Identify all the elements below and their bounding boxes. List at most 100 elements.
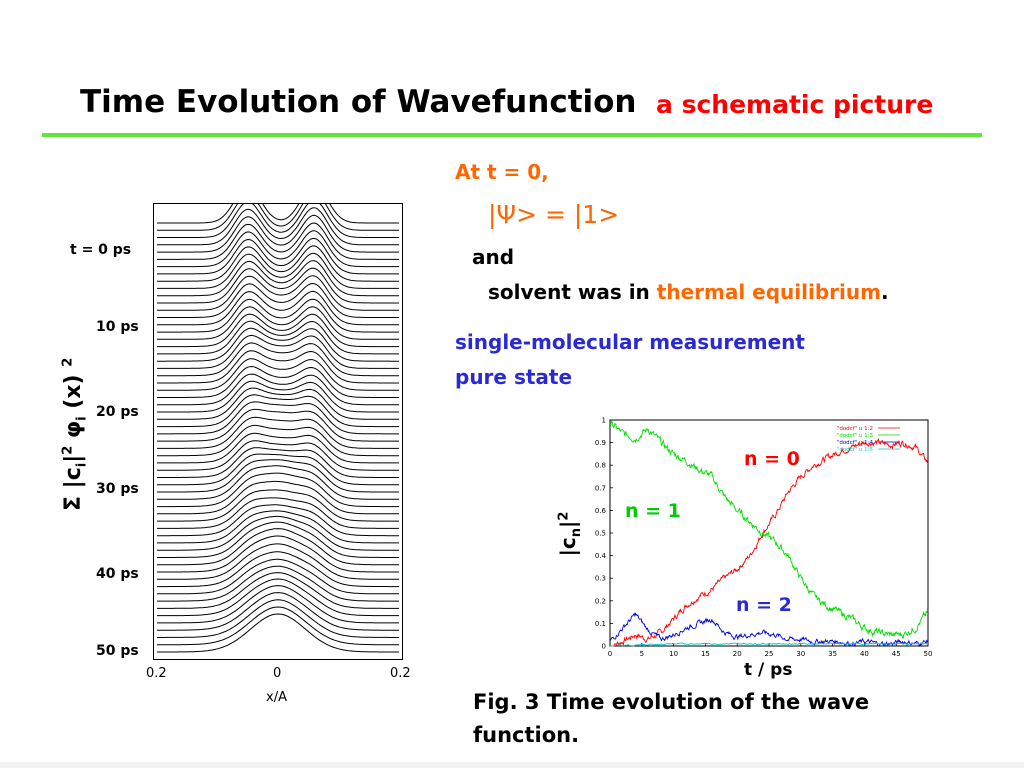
slide-subtitle: a schematic picture — [656, 90, 934, 119]
population-y-label: |cn|2 — [556, 511, 584, 557]
x-tick-zero: 0 — [273, 666, 282, 681]
wave-curve — [157, 334, 399, 369]
pop-y-tick-label: 0.1 — [595, 620, 606, 628]
pop-x-tick-label: 5 — [640, 650, 644, 658]
pop-x-tick-label: 30 — [796, 650, 805, 658]
pop-x-tick-label: 10 — [669, 650, 678, 658]
initial-condition-label: At t = 0, — [455, 160, 549, 184]
wave-curve — [157, 489, 399, 522]
pop-series-line — [609, 419, 929, 640]
wave-curve — [157, 578, 399, 617]
pop-x-tick-label: 25 — [765, 650, 774, 658]
wave-curve — [157, 260, 399, 297]
wave-curve — [157, 327, 399, 362]
wave-curve — [157, 358, 399, 391]
wave-curve — [157, 267, 399, 304]
pure-state-text: pure state — [455, 365, 573, 389]
wavefunction-x-label: x/A — [266, 690, 287, 705]
pop-y-tick-label: 0 — [602, 643, 606, 651]
pop-y-tick-label: 0.5 — [595, 530, 606, 538]
time-label-40: 40 ps — [96, 566, 139, 582]
wave-curve — [157, 320, 399, 355]
wave-curve — [157, 613, 399, 653]
x-tick-right: 0.2 — [390, 666, 411, 681]
pop-legend-label: "dodcf" u 1:2 — [837, 426, 873, 432]
wave-curve — [157, 424, 399, 457]
wave-frame — [153, 203, 403, 660]
wave-curve — [157, 606, 399, 646]
wave-curve — [157, 432, 399, 464]
wave-curve — [157, 515, 399, 551]
thermal-equilibrium-text: thermal equilibrium — [656, 280, 881, 304]
pop-x-tick-label: 45 — [892, 650, 901, 658]
wave-curve — [157, 275, 399, 311]
wave-curve — [157, 203, 399, 231]
pop-legend-label: "dodcf" u 1:5 — [837, 447, 874, 453]
wave-curve — [157, 313, 399, 348]
wave-curve — [157, 543, 399, 580]
wave-curve — [157, 453, 399, 486]
wave-curve — [157, 535, 399, 573]
wave-curve — [157, 565, 399, 602]
wave-curve — [157, 504, 399, 537]
wave-curve — [157, 203, 399, 224]
x-tick-left: 0.2 — [146, 666, 167, 681]
wave-curve — [157, 350, 399, 384]
population-plot: 0 5 10 15 20 25 30 35 40 45 50 0 0.1 0.2 0.3 0.4 0.5 0.6 0… — [595, 417, 933, 659]
wave-curve — [157, 282, 399, 318]
wave-curve — [157, 572, 399, 609]
wave-curve — [157, 237, 399, 275]
pop-x-tick-label: 50 — [924, 650, 933, 658]
pop-legend-label: "dodcf" u 1:4 — [837, 440, 874, 446]
wave-curve — [157, 290, 399, 326]
wave-curve — [157, 203, 399, 238]
wave-curve — [157, 214, 399, 253]
pop-y-tick-label: 0.4 — [595, 552, 607, 560]
wavefunction-y-label: Σ |ci|2 φi (x) 2 — [60, 357, 90, 512]
wave-curve — [157, 298, 399, 333]
pop-x-tick-label: 40 — [860, 650, 869, 658]
wave-curve — [157, 365, 399, 398]
wave-curve — [157, 252, 399, 289]
wave-curve — [157, 342, 399, 377]
wave-curve — [157, 447, 399, 478]
pop-series-line — [609, 642, 929, 647]
initial-state: |Ψ> = |1> — [488, 200, 620, 229]
pop-y-tick-label: 1 — [602, 417, 606, 425]
wave-curve — [157, 408, 399, 442]
pop-legend-label: "dodcf" u 1:3 — [837, 433, 874, 439]
wave-curve — [157, 558, 399, 595]
wave-curve — [157, 551, 399, 588]
wave-curve — [157, 592, 399, 631]
figure-caption: Fig. 3 Time evolution of the wave functi… — [473, 690, 870, 747]
wave-curve — [157, 599, 399, 638]
label-n2: n = 2 — [736, 594, 792, 616]
wave-curve — [157, 245, 399, 282]
pop-y-tick-label: 0.8 — [595, 462, 606, 470]
pop-y-tick-label: 0.3 — [595, 575, 606, 583]
wave-curve — [157, 207, 399, 246]
wave-curve — [157, 465, 399, 500]
wave-curve — [157, 585, 399, 624]
wave-curve — [157, 510, 399, 544]
wave-curve — [157, 480, 399, 515]
time-label-0: t = 0 ps — [70, 242, 132, 258]
time-label-20: 20 ps — [96, 404, 139, 420]
wave-curve — [157, 394, 399, 428]
wave-curve — [157, 528, 399, 566]
pop-y-tick-label: 0.9 — [595, 439, 606, 447]
wavefunction-plot — [153, 203, 403, 660]
pop-x-tick-label: 35 — [828, 650, 837, 658]
measurement-text: single-molecular measurement — [455, 330, 805, 354]
time-label-30: 30 ps — [96, 481, 139, 497]
wave-curve — [157, 230, 399, 268]
time-label-50: 50 ps — [96, 643, 139, 659]
population-x-label: t / ps — [744, 660, 793, 680]
label-n1: n = 1 — [625, 500, 681, 522]
pop-x-tick-label: 20 — [733, 650, 742, 658]
solvent-text: solvent was in thermal equilibrium. — [488, 280, 889, 304]
wave-curve — [157, 472, 399, 508]
wave-curve — [157, 459, 399, 493]
pop-y-tick-label: 0.7 — [595, 484, 606, 492]
slide-title: Time Evolution of Wavefunction — [80, 84, 637, 120]
